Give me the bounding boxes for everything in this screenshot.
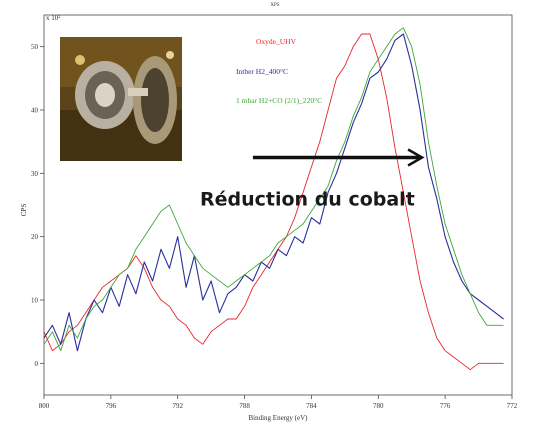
y-ticks: 0 10 20 30 40 50	[31, 43, 44, 368]
legend-entry-3: 1 mbar H2+CO (2/1)_220°C	[236, 96, 322, 105]
annotation: Réduction du cobalt	[200, 148, 425, 211]
annotation-arrowhead	[407, 148, 425, 167]
plot-frame	[43, 14, 513, 396]
x-axis-label: Binding Energy (eV)	[249, 414, 309, 422]
instrument-photo	[60, 37, 182, 161]
y-tick-label: 0	[35, 360, 39, 368]
x-tick-label: 784	[306, 402, 317, 410]
chart-title: XPS	[270, 3, 279, 8]
y-axis-label: CPS	[20, 204, 28, 217]
y-tick-label: 10	[31, 297, 39, 305]
y-tick-label: 30	[31, 170, 39, 178]
x-tick-label: 780	[373, 402, 384, 410]
y-tick-label: 50	[31, 43, 39, 51]
legend: Oxyde_UHV Intber H2_400°C 1 mbar H2+CO (2/…	[236, 37, 322, 105]
x-tick-label: 800	[39, 402, 50, 410]
y-tick-label: 40	[31, 107, 39, 115]
legend-entry-1: Oxyde_UHV	[256, 37, 297, 46]
x-tick-label: 776	[440, 402, 451, 410]
x-tick-label: 772	[507, 402, 518, 410]
y-multiplier-label: x 10²	[46, 14, 60, 22]
series-line-2	[43, 33, 504, 352]
x-tick-label: 792	[172, 402, 183, 410]
x-ticks: 800 796 792 788 784 780 776 772	[39, 395, 518, 410]
x-tick-label: 796	[106, 402, 117, 410]
annotation-text: Réduction du cobalt	[200, 189, 415, 211]
y-tick-label: 20	[31, 233, 39, 241]
legend-entry-2: Intber H2_400°C	[236, 67, 288, 76]
series-layer	[43, 27, 504, 371]
x-tick-label: 788	[239, 402, 250, 410]
series-line-3	[43, 27, 504, 352]
